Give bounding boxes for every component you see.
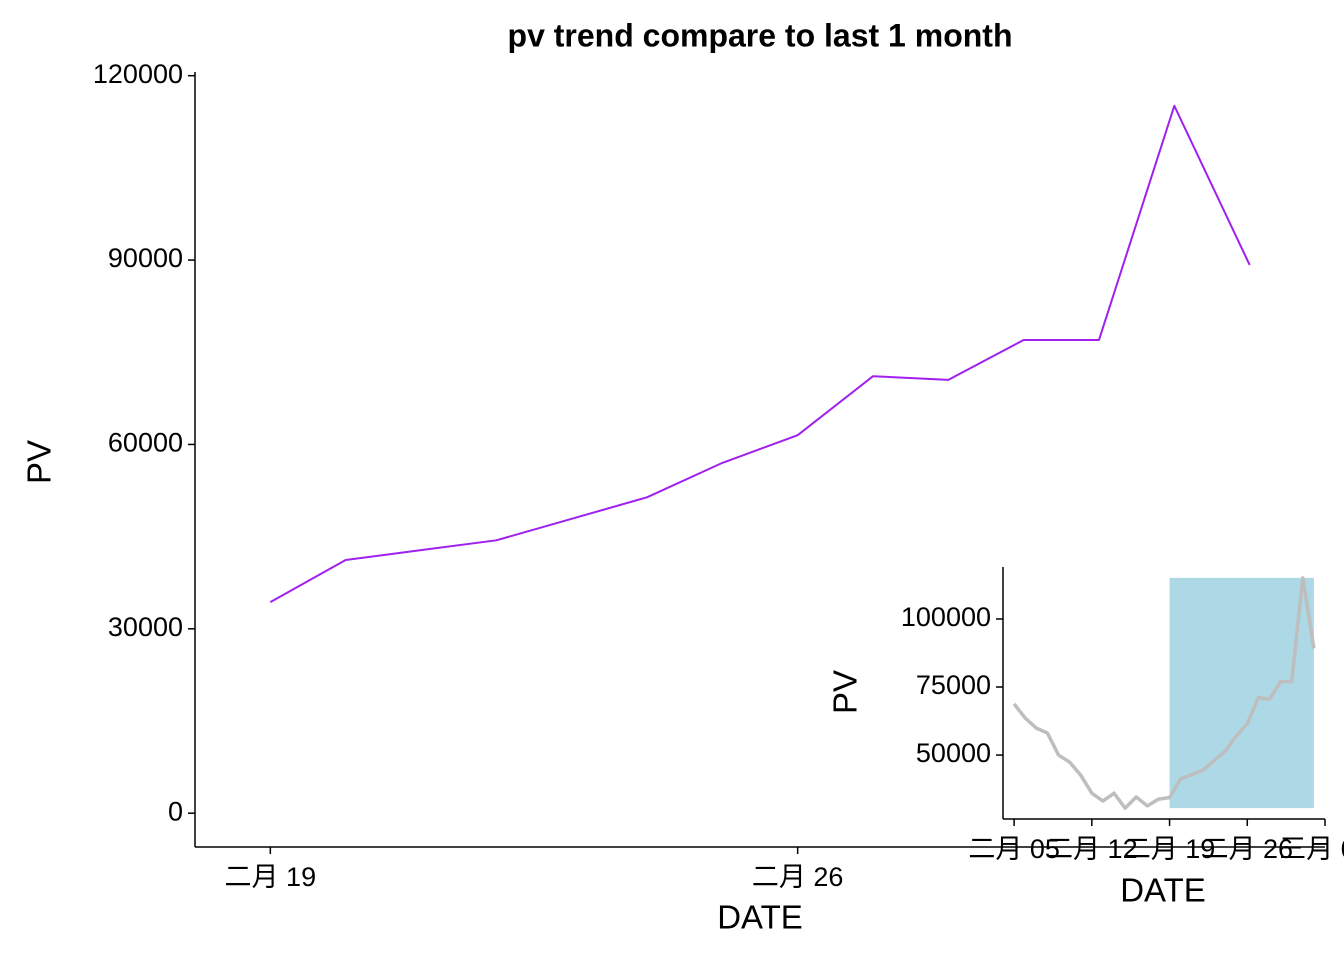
x-axis-label: DATE xyxy=(1120,872,1206,909)
chart-title: pv trend compare to last 1 month xyxy=(508,17,1013,53)
highlight-region xyxy=(1169,577,1314,809)
x-tick-label: 二月 12 xyxy=(1046,834,1138,864)
y-tick-label: 90000 xyxy=(108,243,183,273)
x-tick-label: 二月 19 xyxy=(1124,834,1216,864)
y-tick-label: 60000 xyxy=(108,428,183,458)
data-line xyxy=(1012,576,1316,810)
y-axis-label: PV xyxy=(827,670,864,714)
x-axis-label: DATE xyxy=(717,899,803,936)
y-tick-label: 75000 xyxy=(916,670,991,700)
x-tick-label: 二月 26 xyxy=(752,862,844,892)
x-tick-label: 二月 05 xyxy=(968,834,1060,864)
x-tick-label: 二月 19 xyxy=(225,862,317,892)
data-line xyxy=(269,104,1251,603)
y-tick-label: 120000 xyxy=(93,59,183,89)
y-tick-label: 30000 xyxy=(108,612,183,642)
y-tick-label: 0 xyxy=(168,796,183,826)
x-tick-label: 三月 05 xyxy=(1279,834,1344,864)
y-axis-label: PV xyxy=(21,440,58,484)
y-tick-label: 50000 xyxy=(916,738,991,768)
x-tick-label: 二月 26 xyxy=(1202,834,1294,864)
y-tick-label: 100000 xyxy=(901,602,991,632)
